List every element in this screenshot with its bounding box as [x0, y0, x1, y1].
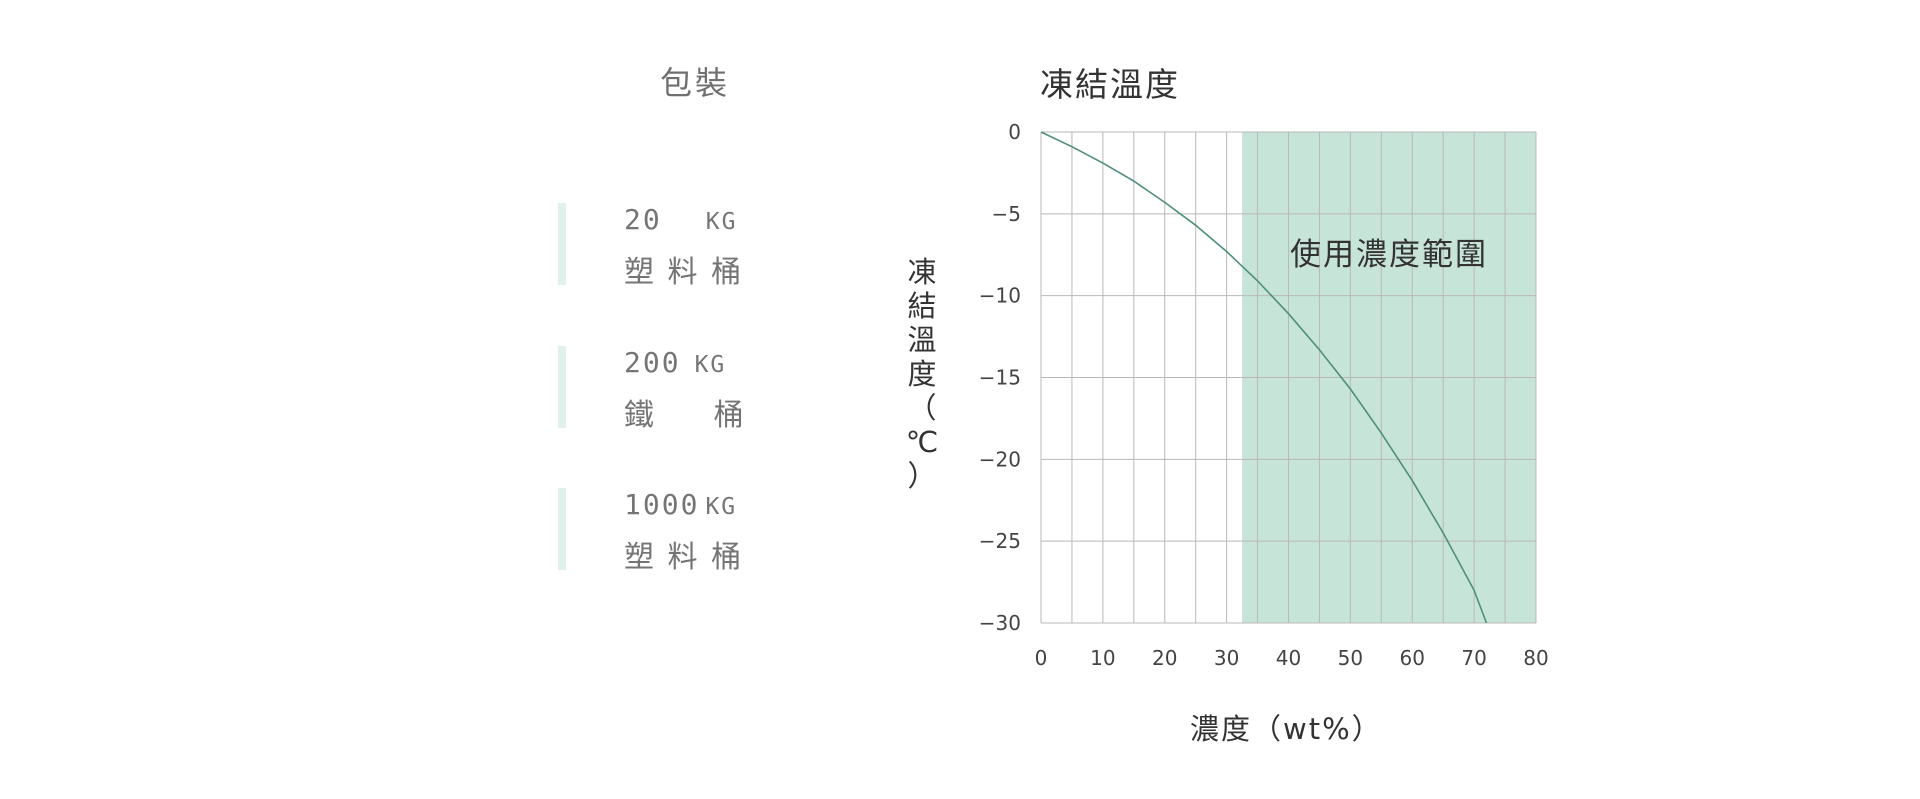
x-tick-label: 10 — [1090, 646, 1115, 670]
x-tick-label: 40 — [1276, 646, 1301, 670]
y-tick-label: 0 — [1008, 120, 1021, 144]
x-tick-label: 0 — [1035, 646, 1048, 670]
y-tick-label: −20 — [979, 447, 1021, 471]
package-weight-value: 200 — [624, 346, 681, 379]
x-tick-label: 50 — [1338, 646, 1363, 670]
package-type: 鐵 桶 — [624, 398, 746, 433]
x-tick-label: 20 — [1152, 646, 1177, 670]
package-type: 塑 料 桶 — [624, 255, 744, 290]
package-type: 塑 料 桶 — [624, 540, 744, 575]
package-item: 20 KG 塑 料 桶 — [558, 203, 818, 290]
package-weight: 200 KG — [624, 346, 726, 379]
package-accent-bar — [558, 346, 566, 428]
x-tick-label: 70 — [1461, 646, 1486, 670]
package-item: 200 KG 鐵 桶 — [558, 346, 818, 433]
usage-range-label: 使用濃度範圍 — [1290, 237, 1488, 273]
y-tick-label: −10 — [979, 284, 1021, 308]
x-tick-label: 60 — [1400, 646, 1425, 670]
freezing-point-curve — [1040, 131, 1488, 624]
package-weight-unit: KG — [694, 352, 727, 378]
y-axis-label: 凍結溫度（℃） — [906, 255, 939, 493]
x-axis-label: 濃度（wt%） — [1190, 712, 1383, 746]
y-tick-label: −5 — [992, 202, 1021, 226]
package-weight: 1000 KG — [624, 488, 737, 521]
package-weight-value: 1000 — [624, 488, 700, 521]
y-tick-label: −30 — [979, 611, 1021, 635]
package-weight: 20 KG — [624, 203, 737, 236]
y-tick-label: −25 — [979, 529, 1021, 553]
x-tick-label: 80 — [1523, 646, 1548, 670]
package-accent-bar — [558, 488, 566, 570]
package-weight-unit: KG — [705, 494, 738, 520]
chart-title: 凍結溫度 — [1040, 65, 1180, 104]
package-accent-bar — [558, 203, 566, 285]
x-tick-label: 30 — [1214, 646, 1239, 670]
package-weight-value: 20 — [624, 203, 662, 236]
y-tick-label: −15 — [979, 366, 1021, 390]
packaging-title: 包裝 — [660, 64, 731, 102]
package-weight-unit: KG — [705, 209, 738, 235]
package-item: 1000 KG 塑 料 桶 — [558, 488, 818, 575]
